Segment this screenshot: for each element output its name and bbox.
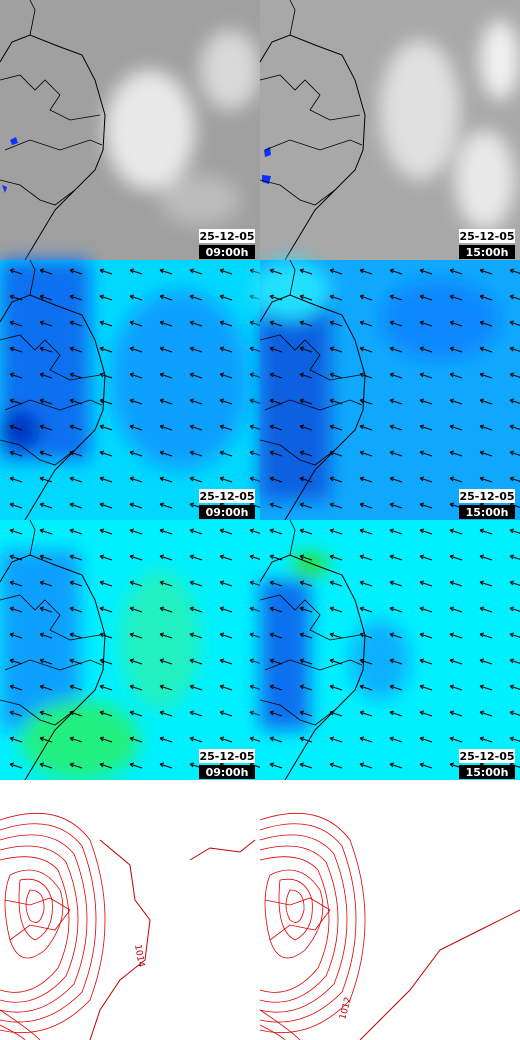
time-box bbox=[199, 245, 255, 259]
panel-satellite-0900 bbox=[0, 0, 260, 261]
date-box bbox=[199, 229, 255, 243]
date-box bbox=[199, 489, 255, 503]
time-box bbox=[199, 505, 255, 519]
date: 25-12-05 bbox=[199, 230, 254, 243]
date: 25-12-05 bbox=[459, 750, 514, 763]
time-box bbox=[459, 505, 515, 519]
time: 09:00h bbox=[206, 246, 249, 259]
time-box bbox=[459, 245, 515, 259]
time-box bbox=[459, 765, 515, 779]
panel-field-a-0900 bbox=[0, 259, 260, 521]
date: 25-12-05 bbox=[459, 490, 514, 503]
panel-contour-left: 1014 bbox=[0, 780, 260, 1040]
panel-field-a-1500 bbox=[250, 259, 520, 521]
date: 25-12-05 bbox=[459, 230, 514, 243]
time: 15:00h bbox=[466, 766, 509, 779]
panel-field-b-0900 bbox=[0, 519, 260, 781]
date-box bbox=[199, 749, 255, 763]
time: 15:00h bbox=[466, 506, 509, 519]
panel-satellite-1500 bbox=[259, 0, 520, 261]
time: 09:00h bbox=[206, 766, 249, 779]
time-box bbox=[199, 765, 255, 779]
panel-field-b-1500 bbox=[259, 519, 520, 781]
contour-label: 1014 bbox=[132, 944, 146, 969]
date-box bbox=[459, 229, 515, 243]
stamps: 25-12-05 09:00h 25-12-05 15:00h 25-12-05 09:0… bbox=[199, 229, 515, 779]
date: 25-12-05 bbox=[199, 490, 254, 503]
date: 25-12-05 bbox=[199, 750, 254, 763]
date-box bbox=[459, 749, 515, 763]
time: 15:00h bbox=[466, 246, 509, 259]
panel-contour-right: 1012 bbox=[259, 780, 520, 1040]
date-box bbox=[459, 489, 515, 503]
time: 09:00h bbox=[206, 506, 249, 519]
